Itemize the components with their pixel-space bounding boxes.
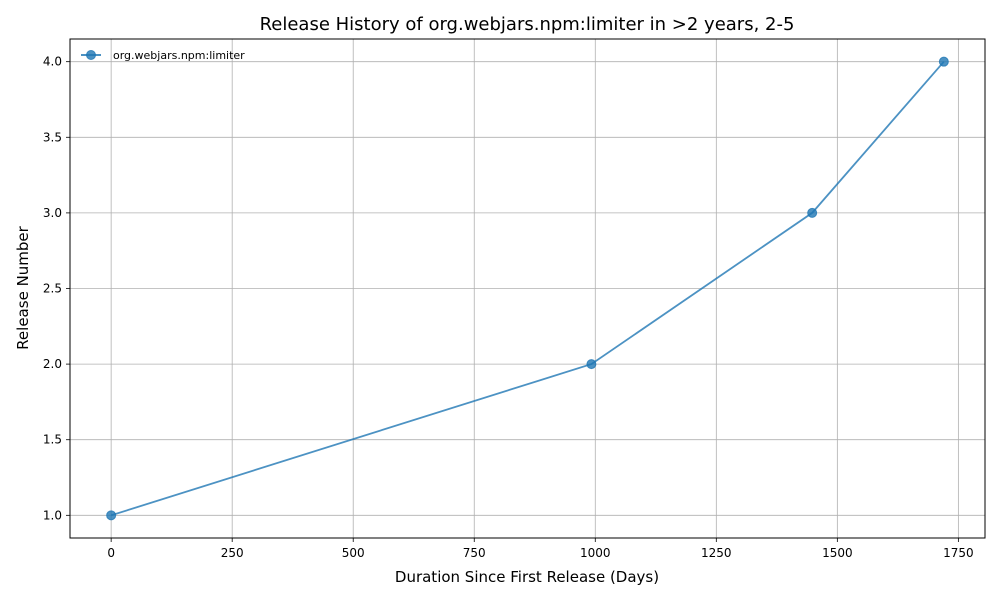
legend-marker <box>86 50 96 60</box>
chart-title: Release History of org.webjars.npm:limit… <box>260 14 795 35</box>
y-axis-label: Release Number <box>14 225 32 349</box>
y-tick-label: 3.0 <box>43 206 62 220</box>
y-tick-label: 3.5 <box>43 130 62 144</box>
x-tick-label: 500 <box>342 546 365 560</box>
x-tick-label: 1500 <box>822 546 853 560</box>
legend: org.webjars.npm:limiter <box>81 49 245 62</box>
data-point <box>586 359 597 370</box>
ticks: 0 250 500 750 1000 1250 1500 1750 1.0 1.5 2.0 2.5 3.… <box>43 55 974 560</box>
x-tick-label: 0 <box>107 546 115 560</box>
x-tick-label: 750 <box>463 546 486 560</box>
series-line <box>110 61 945 517</box>
y-tick-label: 1.0 <box>43 508 62 522</box>
x-tick-label: 1750 <box>943 546 974 560</box>
grid <box>70 39 985 538</box>
y-tick-label: 4.0 <box>43 55 62 69</box>
x-tick-label: 250 <box>221 546 244 560</box>
y-tick-label: 2.0 <box>43 357 62 371</box>
legend-label: org.webjars.npm:limiter <box>113 49 245 62</box>
x-axis-label: Duration Since First Release (Days) <box>395 568 659 586</box>
data-point <box>938 56 949 67</box>
data-point <box>106 510 117 521</box>
y-tick-label: 1.5 <box>43 433 62 447</box>
y-tick-label: 2.5 <box>43 282 62 296</box>
x-tick-label: 1000 <box>580 546 611 560</box>
series-layer <box>106 56 949 521</box>
data-point <box>807 207 818 218</box>
x-tick-label: 1250 <box>701 546 732 560</box>
